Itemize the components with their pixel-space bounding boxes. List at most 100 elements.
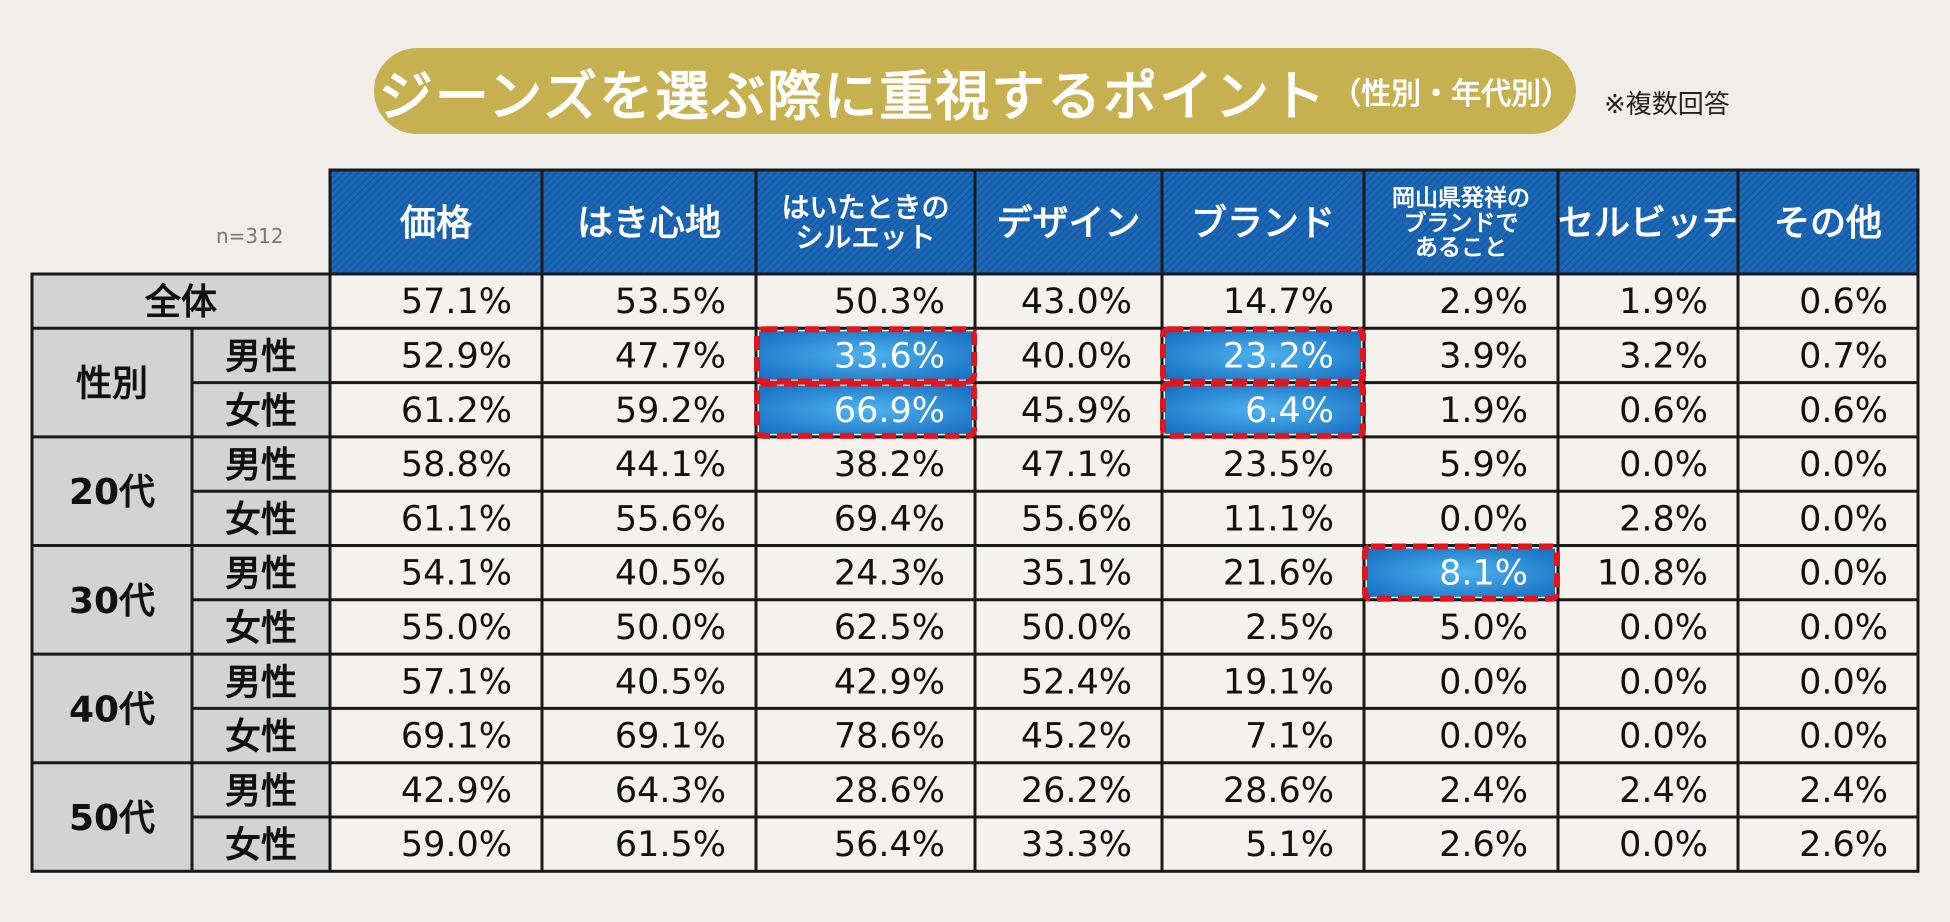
row-sub-label: 女性 xyxy=(225,608,297,649)
value-cell: 0.0% xyxy=(1619,825,1708,865)
value-cell: 11.1% xyxy=(1223,499,1334,539)
value-cell: 59.2% xyxy=(615,391,726,431)
column-header: デザイン xyxy=(996,202,1140,244)
column-header: セルビッチ xyxy=(1558,203,1738,244)
highlight-border xyxy=(1362,543,1560,602)
value-cell: 45.2% xyxy=(1021,717,1132,757)
value-cell: 61.2% xyxy=(401,391,512,431)
column-header: 岡山県発祥のブランドであること xyxy=(1392,184,1530,261)
row-sub-label: 女性 xyxy=(225,717,297,758)
value-cell: 21.6% xyxy=(1223,554,1334,594)
highlight-cell xyxy=(759,331,972,380)
value-cell: 3.2% xyxy=(1619,336,1708,376)
value-cell: 1.9% xyxy=(1439,391,1528,431)
value-cell: 7.1% xyxy=(1245,717,1334,757)
row-group-label: 40代 xyxy=(69,689,155,730)
value-cell: 40.5% xyxy=(615,662,726,702)
value-cell: 43.0% xyxy=(1021,282,1132,322)
value-cell: 54.1% xyxy=(401,554,512,594)
value-cell: 0.6% xyxy=(1799,391,1888,431)
highlight-cell xyxy=(1367,548,1555,597)
value-cell: 55.6% xyxy=(615,499,726,539)
value-cell: 42.9% xyxy=(834,662,945,702)
highlight-cell xyxy=(1165,331,1361,380)
column-header: その他 xyxy=(1774,203,1882,244)
value-cell: 45.9% xyxy=(1021,391,1132,431)
value-cell: 23.2% xyxy=(1223,336,1334,376)
column-header: はいたときのシルエット xyxy=(781,191,949,254)
row-sub-label: 女性 xyxy=(225,391,297,432)
highlight-border xyxy=(754,380,977,439)
value-cell: 61.5% xyxy=(615,825,726,865)
value-cell: 50.3% xyxy=(834,282,945,322)
value-cell: 23.5% xyxy=(1223,445,1334,485)
value-cell: 24.3% xyxy=(834,554,945,594)
body-background xyxy=(330,274,1918,872)
value-cell: 59.0% xyxy=(401,825,512,865)
value-cell: 26.2% xyxy=(1021,771,1132,811)
value-cell: 57.1% xyxy=(401,282,512,322)
header-background xyxy=(330,170,1918,274)
value-cell: 19.1% xyxy=(1223,662,1334,702)
value-cell: 28.6% xyxy=(834,771,945,811)
row-sub-label: 女性 xyxy=(225,825,297,866)
value-cell: 2.6% xyxy=(1439,825,1528,865)
highlight-cell xyxy=(759,385,972,434)
value-cell: 0.0% xyxy=(1799,608,1888,648)
value-cell: 2.4% xyxy=(1439,771,1528,811)
value-cell: 0.0% xyxy=(1439,662,1528,702)
value-cell: 69.4% xyxy=(834,499,945,539)
value-cell: 40.5% xyxy=(615,554,726,594)
value-cell: 33.3% xyxy=(1021,825,1132,865)
value-cell: 6.4% xyxy=(1245,391,1334,431)
value-cell: 69.1% xyxy=(401,717,512,757)
highlight-border xyxy=(754,326,977,385)
value-cell: 8.1% xyxy=(1439,554,1528,594)
value-cell: 61.1% xyxy=(401,499,512,539)
value-cell: 2.8% xyxy=(1619,499,1708,539)
value-cell: 2.6% xyxy=(1799,825,1888,865)
value-cell: 0.0% xyxy=(1619,608,1708,648)
chart-subtitle: （性別・年代別） xyxy=(1331,77,1572,112)
value-cell: 0.0% xyxy=(1619,662,1708,702)
value-cell: 0.0% xyxy=(1799,499,1888,539)
value-cell: 47.7% xyxy=(615,336,726,376)
column-header: 価格 xyxy=(399,203,473,244)
row-sub-label: 男性 xyxy=(225,662,297,703)
row-group-label: 30代 xyxy=(69,581,155,622)
value-cell: 38.2% xyxy=(834,445,945,485)
row-sub-label: 男性 xyxy=(225,336,297,377)
column-header: はき心地 xyxy=(577,203,721,244)
value-cell: 0.0% xyxy=(1799,554,1888,594)
value-cell: 55.6% xyxy=(1021,499,1132,539)
value-cell: 56.4% xyxy=(834,825,945,865)
column-header: ブランド xyxy=(1191,202,1335,244)
value-cell: 5.0% xyxy=(1439,608,1528,648)
row-sub-label: 男性 xyxy=(225,554,297,595)
row-sub-label: 男性 xyxy=(225,445,297,486)
value-cell: 10.8% xyxy=(1597,554,1708,594)
row-group-label: 20代 xyxy=(69,472,155,513)
chart-title: ジーンズを選ぶ際に重視するポイント xyxy=(378,64,1328,128)
value-cell: 2.9% xyxy=(1439,282,1528,322)
value-cell: 1.9% xyxy=(1619,282,1708,322)
value-cell: 0.0% xyxy=(1439,717,1528,757)
value-cell: 64.3% xyxy=(615,771,726,811)
value-cell: 0.0% xyxy=(1799,717,1888,757)
value-cell: 44.1% xyxy=(615,445,726,485)
row-sub-label: 男性 xyxy=(225,771,297,812)
row-sub-label: 女性 xyxy=(225,499,297,540)
value-cell: 0.0% xyxy=(1799,662,1888,702)
sample-size-label: n=312 xyxy=(216,224,284,248)
value-cell: 35.1% xyxy=(1021,554,1132,594)
value-cell: 14.7% xyxy=(1223,282,1334,322)
value-cell: 78.6% xyxy=(834,717,945,757)
value-cell: 33.6% xyxy=(834,336,945,376)
value-cell: 52.9% xyxy=(401,336,512,376)
value-cell: 50.0% xyxy=(1021,608,1132,648)
row-group-label: 50代 xyxy=(69,798,155,839)
value-cell: 2.4% xyxy=(1619,771,1708,811)
value-cell: 42.9% xyxy=(401,771,512,811)
value-cell: 52.4% xyxy=(1021,662,1132,702)
